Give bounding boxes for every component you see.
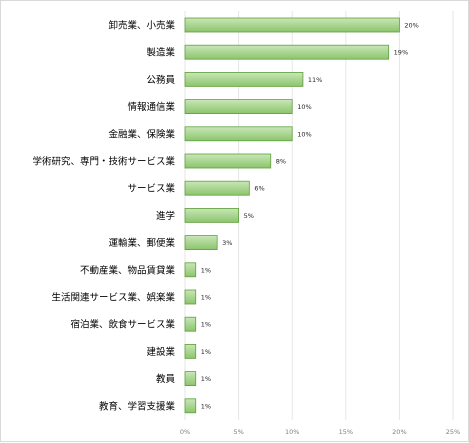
value-label: 1% bbox=[201, 348, 211, 356]
bar bbox=[184, 153, 272, 169]
x-tick-label: 10% bbox=[285, 428, 299, 436]
value-label: 1% bbox=[201, 402, 211, 410]
bar bbox=[184, 316, 197, 332]
value-label: 1% bbox=[201, 294, 211, 302]
value-label: 1% bbox=[201, 266, 211, 274]
value-label: 10% bbox=[297, 103, 311, 111]
value-label: 6% bbox=[254, 185, 264, 193]
x-tick-label: 0% bbox=[180, 428, 190, 436]
value-label: 3% bbox=[222, 239, 232, 247]
bar bbox=[184, 262, 197, 278]
bar bbox=[184, 289, 197, 305]
bar bbox=[184, 44, 390, 60]
category-label: サービス業 bbox=[127, 183, 175, 195]
category-label: 進学 bbox=[156, 210, 175, 222]
bar bbox=[184, 207, 239, 223]
bar bbox=[184, 180, 250, 196]
value-label: 8% bbox=[276, 158, 286, 166]
bar bbox=[184, 99, 293, 114]
category-label: 建設業 bbox=[146, 346, 175, 358]
category-label: 生活関連サービス業、娯楽業 bbox=[51, 292, 175, 304]
value-label: 20% bbox=[404, 22, 418, 30]
category-label: 運輸業、郵便業 bbox=[108, 237, 175, 249]
category-label: 学術研究、専門・技術サービス業 bbox=[32, 156, 175, 168]
category-label: 製造業 bbox=[146, 47, 175, 59]
category-label: 公務員 bbox=[146, 74, 175, 86]
category-label: 情報通信業 bbox=[127, 101, 175, 113]
x-tick-label: 20% bbox=[392, 428, 406, 436]
value-label: 19% bbox=[394, 49, 408, 57]
value-label: 1% bbox=[201, 375, 211, 383]
value-label: 5% bbox=[244, 212, 254, 220]
category-label: 金融業、保険業 bbox=[108, 128, 175, 140]
bar bbox=[184, 343, 197, 359]
bar bbox=[184, 235, 218, 251]
value-label: 11% bbox=[308, 76, 322, 84]
category-label: 卸売業、小売業 bbox=[108, 20, 175, 32]
category-label: 宿泊業、飲食サービス業 bbox=[70, 319, 175, 331]
value-label: 1% bbox=[201, 321, 211, 329]
category-label: 教員 bbox=[156, 373, 176, 385]
bar bbox=[184, 398, 197, 414]
value-label: 10% bbox=[297, 130, 311, 138]
bar bbox=[184, 72, 304, 87]
bar bbox=[184, 371, 197, 387]
bar bbox=[184, 17, 400, 33]
category-label: 不動産業、物品賃貸業 bbox=[80, 264, 176, 276]
bar bbox=[184, 126, 293, 142]
x-tick-label: 25% bbox=[446, 428, 460, 436]
category-label: 教育、学習支援業 bbox=[99, 400, 176, 412]
x-tick-label: 5% bbox=[233, 428, 243, 436]
x-tick-label: 15% bbox=[339, 428, 353, 436]
